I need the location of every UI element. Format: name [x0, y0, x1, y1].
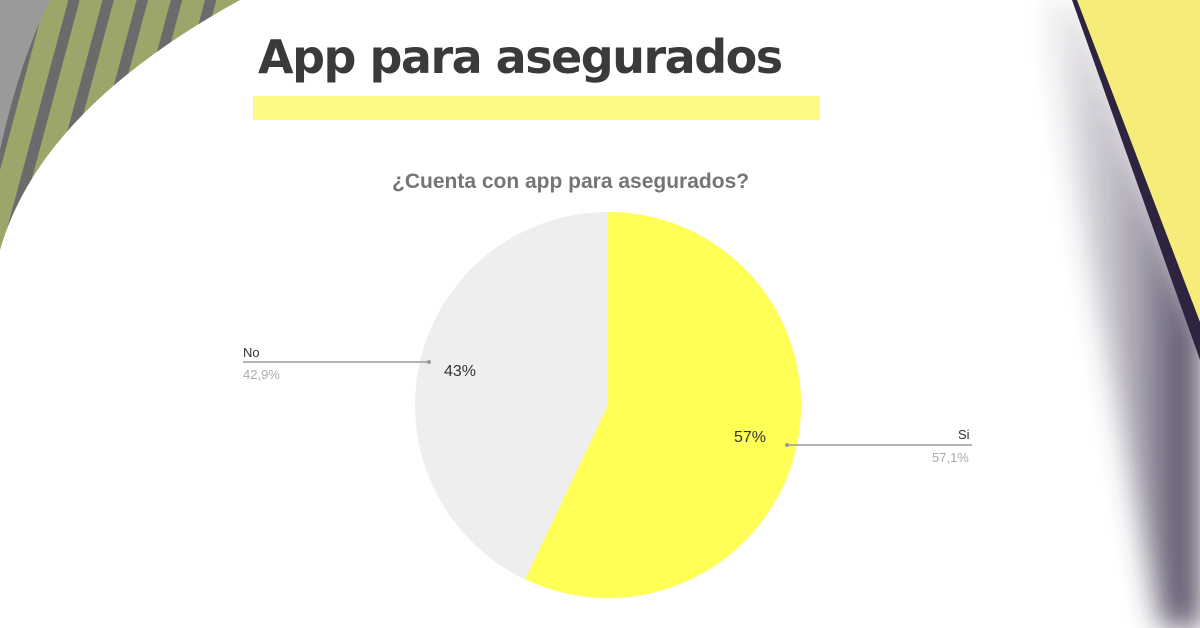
legend-value-no: 42,9% — [243, 367, 280, 382]
slice-label-no: 43% — [444, 363, 477, 380]
chart-title: ¿Cuenta con app para asegurados? — [392, 170, 750, 193]
leader-dot-no — [427, 360, 431, 364]
slice-label-si: 57% — [734, 429, 767, 446]
leader-dot-si — [785, 443, 789, 447]
legend-name-si: Si — [958, 427, 970, 442]
page-title: App para asegurados — [258, 30, 783, 84]
title-underline — [253, 96, 820, 120]
pie-slice-si — [525, 211, 802, 598]
legend-value-si: 57,1% — [932, 450, 969, 465]
legend-name-no: No — [243, 345, 260, 360]
